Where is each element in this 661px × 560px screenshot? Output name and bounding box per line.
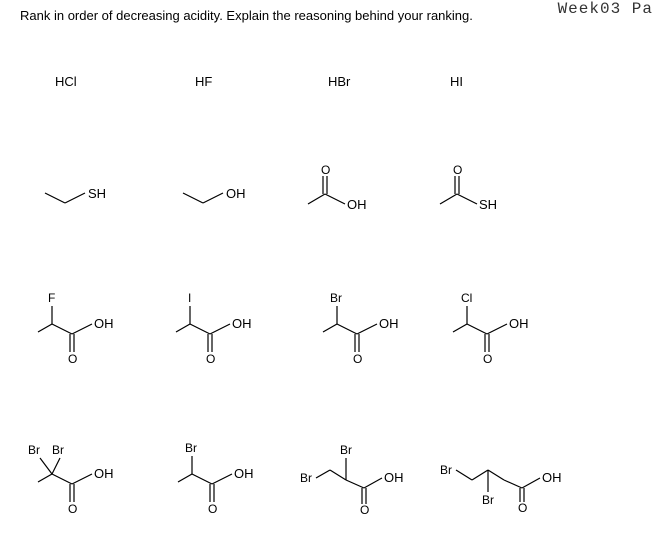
oh-label: OH bbox=[379, 316, 399, 331]
o-label: O bbox=[68, 352, 77, 365]
br-label: Br bbox=[185, 441, 197, 455]
o-label: O bbox=[353, 352, 362, 365]
mol-23dibromo: Br Br O OH bbox=[300, 440, 420, 515]
mol-bromoacetic: Br O OH bbox=[315, 290, 415, 365]
ethanethiol-svg: SH bbox=[40, 185, 115, 215]
23dibromo-svg: Br Br O OH bbox=[300, 440, 420, 515]
br1-label: Br bbox=[300, 471, 312, 485]
br2-label: Br bbox=[340, 443, 352, 457]
cl-label: Cl bbox=[461, 291, 472, 305]
bromoacetic-svg: Br O OH bbox=[315, 290, 415, 365]
br1-label: Br bbox=[440, 463, 452, 477]
mol-hf: HF bbox=[195, 74, 212, 89]
acetic-svg: O OH bbox=[300, 162, 385, 217]
dibromo-gem-svg: Br Br O OH bbox=[28, 440, 138, 515]
mol-hi: HI bbox=[450, 74, 463, 89]
br2-label: Br bbox=[52, 443, 64, 457]
iodoacetic-svg: I O OH bbox=[168, 290, 268, 365]
o-label: O bbox=[518, 501, 527, 515]
oh-label: OH bbox=[94, 466, 114, 481]
o-label: O bbox=[206, 352, 215, 365]
mol-34dibromo: Br Br O OH bbox=[440, 440, 580, 515]
fluoroacetic-svg: F O OH bbox=[30, 290, 130, 365]
oh-label: OH bbox=[232, 316, 252, 331]
i-label: I bbox=[188, 291, 191, 305]
mol-chloroacetic: Cl O OH bbox=[445, 290, 545, 365]
o-label: O bbox=[208, 502, 217, 515]
br2-label: Br bbox=[482, 493, 494, 507]
mol-hcl: HCl bbox=[55, 74, 77, 89]
o-label: O bbox=[321, 163, 330, 177]
label-hcl: HCl bbox=[55, 74, 77, 89]
sh-label: SH bbox=[88, 186, 106, 201]
label-hbr: HBr bbox=[328, 74, 350, 89]
br1-label: Br bbox=[28, 443, 40, 457]
watermark-text: Week03 Pa bbox=[558, 0, 653, 18]
mol-iodoacetic: I O OH bbox=[168, 290, 268, 365]
oh-label: OH bbox=[384, 470, 404, 485]
oh-label: OH bbox=[542, 470, 562, 485]
o-label: O bbox=[483, 352, 492, 365]
br-label: Br bbox=[330, 291, 342, 305]
oh-label: OH bbox=[347, 197, 367, 212]
o-label: O bbox=[453, 163, 462, 177]
2bromopropanoic-svg: Br O OH bbox=[170, 440, 270, 515]
oh-label: OH bbox=[509, 316, 529, 331]
mol-ethanethiol: SH bbox=[40, 185, 115, 215]
ethanol-svg: OH bbox=[178, 185, 253, 215]
mol-fluoroacetic: F O OH bbox=[30, 290, 130, 365]
mol-hbr: HBr bbox=[328, 74, 350, 89]
o-label: O bbox=[360, 503, 369, 515]
mol-dibromo-gem: Br Br O OH bbox=[28, 440, 138, 515]
mol-2bromopropanoic: Br O OH bbox=[170, 440, 270, 515]
o-label: O bbox=[68, 502, 77, 515]
oh-label: OH bbox=[226, 186, 246, 201]
question-text: Rank in order of decreasing acidity. Exp… bbox=[20, 8, 473, 23]
mol-acetic-acid: O OH bbox=[300, 162, 385, 217]
34dibromo-svg: Br Br O OH bbox=[440, 440, 580, 515]
oh-label: OH bbox=[94, 316, 114, 331]
mol-thioacetic: O SH bbox=[432, 162, 517, 217]
sh-label: SH bbox=[479, 197, 497, 212]
thioacetic-svg: O SH bbox=[432, 162, 517, 217]
label-hi: HI bbox=[450, 74, 463, 89]
oh-label: OH bbox=[234, 466, 254, 481]
label-hf: HF bbox=[195, 74, 212, 89]
mol-ethanol: OH bbox=[178, 185, 253, 215]
chloroacetic-svg: Cl O OH bbox=[445, 290, 545, 365]
f-label: F bbox=[48, 291, 55, 305]
